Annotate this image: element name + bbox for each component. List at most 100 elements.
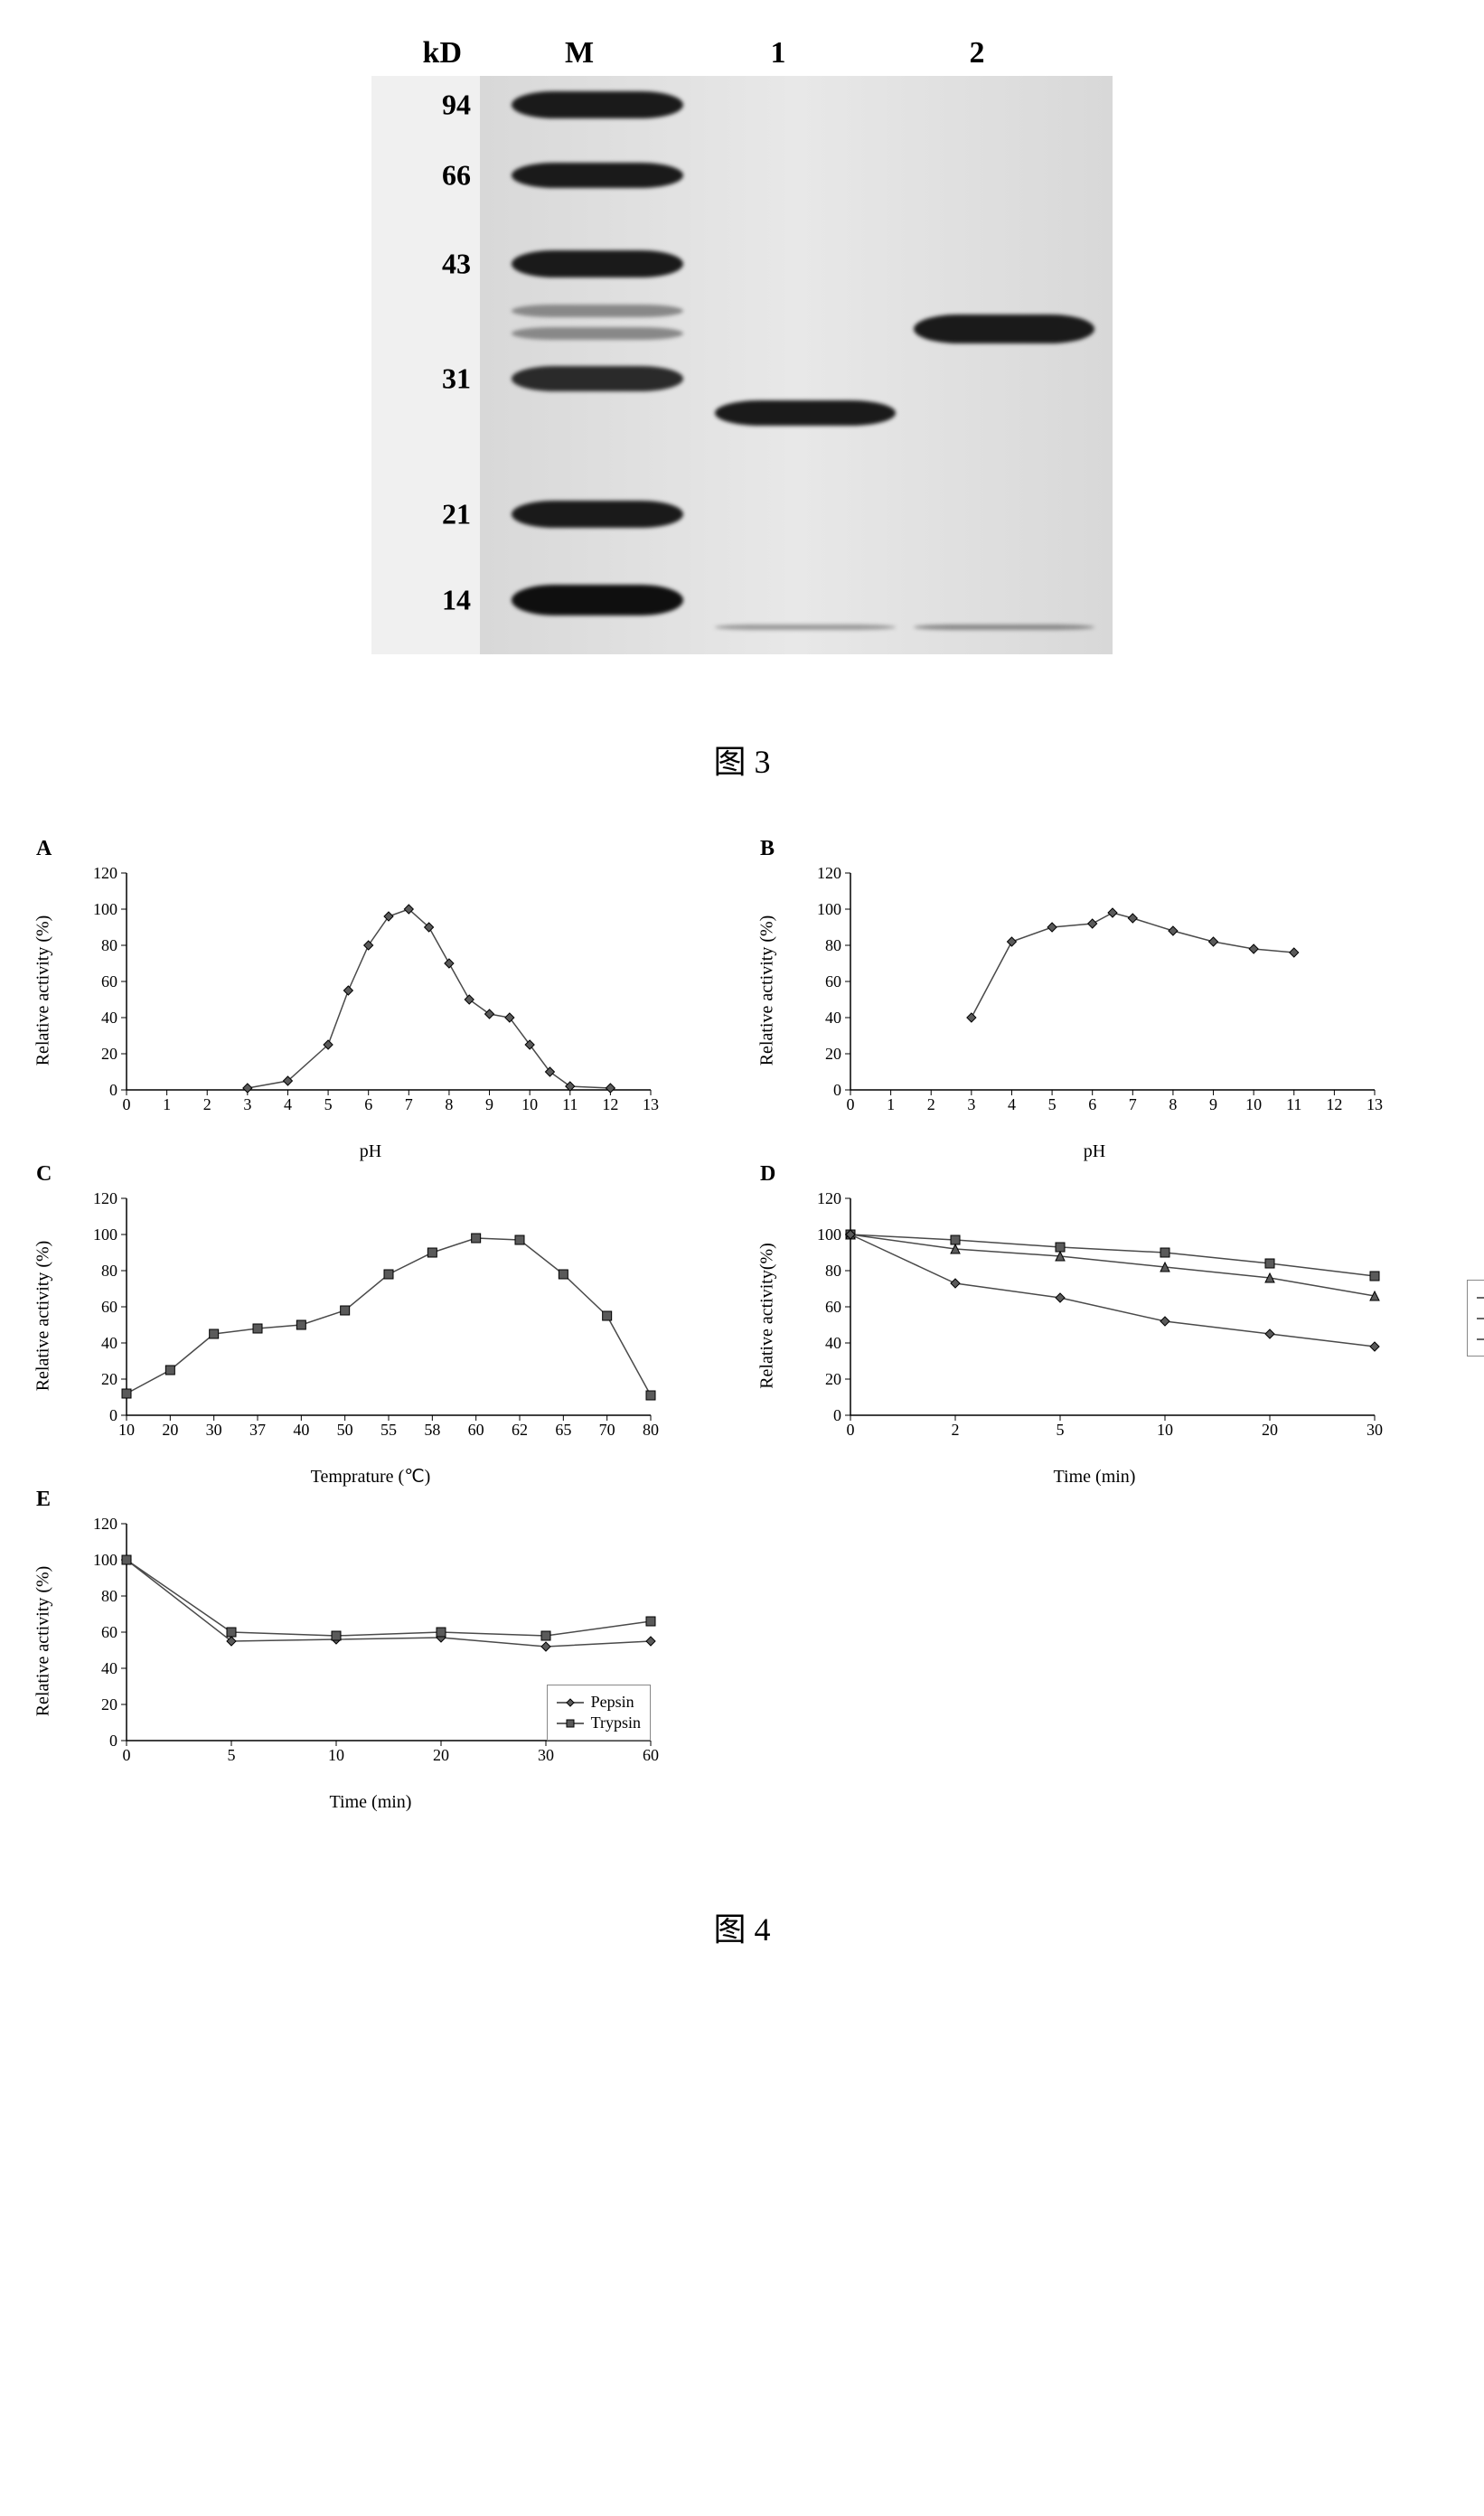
svg-text:11: 11 [562,1095,578,1113]
svg-text:0: 0 [847,1421,855,1439]
gel-marker-label: 43 [371,248,471,281]
chart-C-wrap: C 02040608010012010203037405055586062657… [54,1180,706,1451]
svg-text:55: 55 [380,1421,397,1439]
svg-text:60: 60 [101,972,117,990]
svg-text:5: 5 [1048,1095,1057,1113]
chart-A-letter: A [36,837,52,861]
svg-text:65: 65 [555,1421,571,1439]
chart-D: 020406080100120025102030Relative activit… [778,1180,1411,1451]
svg-text:3: 3 [967,1095,975,1113]
svg-text:120: 120 [93,1515,117,1533]
svg-text:9: 9 [485,1095,493,1113]
y-axis-label: Relative activity (%) [33,1241,54,1392]
svg-text:13: 13 [1367,1095,1383,1113]
svg-text:60: 60 [468,1421,484,1439]
gel-image: kD M 1 2 946643312114 图 3 [371,36,1113,783]
svg-text:20: 20 [825,1370,841,1388]
y-axis-label: Relative activity (%) [33,1566,54,1717]
svg-text:30: 30 [538,1746,554,1764]
svg-text:2: 2 [952,1421,960,1439]
empty-cell [778,1506,1430,1777]
svg-text:60: 60 [101,1298,117,1316]
figure-3-caption: 图 3 [371,736,1113,783]
svg-text:0: 0 [123,1746,131,1764]
svg-text:0: 0 [109,1081,117,1099]
svg-text:30: 30 [1367,1421,1383,1439]
svg-text:20: 20 [101,1045,117,1063]
svg-text:0: 0 [123,1095,131,1113]
gel-band [715,400,896,426]
svg-text:6: 6 [364,1095,372,1113]
svg-text:100: 100 [93,900,117,918]
svg-text:12: 12 [1326,1095,1342,1113]
svg-text:120: 120 [817,1189,841,1207]
svg-text:80: 80 [101,1262,117,1280]
svg-text:70: 70 [599,1421,615,1439]
svg-text:40: 40 [101,1334,117,1352]
svg-text:1: 1 [887,1095,895,1113]
figure-4-charts: A 020406080100120012345678910111213Relat… [54,855,1430,1777]
svg-text:5: 5 [324,1095,333,1113]
svg-text:8: 8 [445,1095,453,1113]
gel-marker-label: 14 [371,584,471,617]
svg-text:2: 2 [927,1095,935,1113]
svg-text:0: 0 [109,1406,117,1424]
svg-text:80: 80 [825,1262,841,1280]
gel-lane-header: kD M 1 2 [371,36,1113,70]
svg-text:58: 58 [424,1421,440,1439]
chart-legend: PepsinTrypsin [547,1685,651,1741]
svg-text:80: 80 [825,936,841,954]
svg-text:9: 9 [1209,1095,1217,1113]
legend-row: 60℃ [1477,1309,1484,1328]
y-axis-label: Relative activity(%) [757,1243,778,1389]
svg-text:0: 0 [833,1406,841,1424]
svg-text:100: 100 [817,1225,841,1244]
svg-text:50: 50 [337,1421,353,1439]
x-axis-label: Time (min) [330,1792,412,1813]
svg-text:100: 100 [93,1551,117,1569]
svg-text:100: 100 [817,900,841,918]
svg-text:30: 30 [206,1421,222,1439]
gel-band [512,305,683,317]
chart-D-letter: D [760,1162,775,1187]
svg-text:13: 13 [643,1095,659,1113]
chart-svg: 020406080100120025102030 [778,1180,1411,1451]
svg-text:60: 60 [643,1746,659,1764]
legend-row: 70℃ [1477,1329,1484,1348]
svg-text:120: 120 [93,864,117,882]
svg-text:20: 20 [101,1695,117,1713]
svg-text:120: 120 [817,864,841,882]
legend-row: 50℃ [1477,1288,1484,1307]
svg-text:60: 60 [101,1623,117,1641]
chart-svg: 0204060801001201020303740505558606265708… [54,1180,687,1451]
svg-text:40: 40 [825,1009,841,1027]
svg-text:12: 12 [602,1095,618,1113]
x-axis-label: Temprature (℃) [311,1465,431,1488]
gel-band [914,314,1094,343]
svg-text:3: 3 [243,1095,251,1113]
svg-text:20: 20 [825,1045,841,1063]
svg-text:80: 80 [101,936,117,954]
svg-text:6: 6 [1088,1095,1096,1113]
svg-text:10: 10 [1245,1095,1262,1113]
svg-text:40: 40 [825,1334,841,1352]
gel-marker-label: 94 [371,89,471,122]
svg-text:4: 4 [284,1095,292,1113]
chart-E: 0204060801001200510203060Relative activi… [54,1506,687,1777]
gel-marker-label: 21 [371,498,471,531]
gel-header-kd: kD [371,36,480,70]
svg-text:40: 40 [293,1421,309,1439]
chart-D-wrap: D 020406080100120025102030Relative activ… [778,1180,1430,1451]
svg-text:120: 120 [93,1189,117,1207]
gel-band [512,585,683,615]
svg-text:0: 0 [109,1732,117,1750]
svg-text:20: 20 [1262,1421,1278,1439]
x-axis-label: pH [360,1141,381,1162]
svg-text:40: 40 [101,1659,117,1677]
svg-text:20: 20 [101,1370,117,1388]
gel-band [914,624,1094,630]
chart-C-letter: C [36,1162,52,1187]
chart-E-wrap: E 0204060801001200510203060Relative acti… [54,1506,706,1777]
svg-text:0: 0 [833,1081,841,1099]
chart-C: 0204060801001201020303740505558606265708… [54,1180,687,1451]
